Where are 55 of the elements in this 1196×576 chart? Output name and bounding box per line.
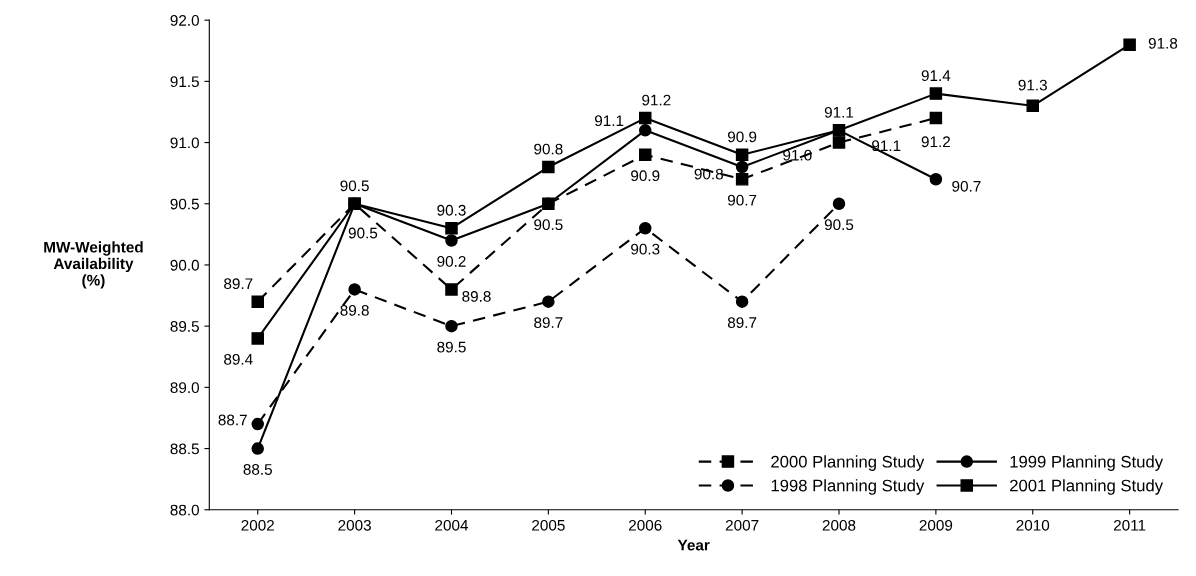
legend-label: 2000 Planning Study: [771, 455, 925, 471]
data-label: 88.5: [243, 464, 272, 475]
data-label: 89.7: [534, 317, 563, 328]
y-tick-label: 91.0: [170, 137, 199, 149]
y-tick-label: 90.0: [170, 259, 199, 271]
data-label: 90.5: [348, 227, 378, 239]
data-label: 90.2: [437, 255, 466, 267]
data-label: 91.3: [1018, 79, 1047, 91]
y-axis-title: MW-Weighted Availability (%): [44, 241, 143, 289]
x-tick-label: 2010: [1016, 519, 1050, 531]
y-tick-label: 89.5: [170, 321, 199, 332]
data-label: 91.2: [642, 94, 671, 106]
y-tick-label: 89.0: [170, 382, 199, 394]
x-tick-label: 2006: [629, 519, 662, 531]
x-tick-label: 2004: [435, 519, 469, 531]
data-label: 90.3: [631, 243, 660, 255]
data-label: 90.5: [340, 180, 369, 192]
legend-label: 1999 Planning Study: [1010, 455, 1164, 471]
data-label: 90.7: [727, 194, 757, 206]
legend-label: 2001 Planning Study: [1010, 479, 1164, 495]
data-label: 90.8: [534, 143, 563, 155]
data-label: 90.3: [437, 204, 466, 216]
data-label: 89.4: [224, 353, 253, 365]
data-label: 90.9: [631, 170, 660, 182]
data-label: 91.1: [594, 115, 624, 127]
data-label: 90.5: [534, 219, 563, 231]
x-tick-label: 2002: [241, 519, 274, 531]
y-tick-label: 88.5: [170, 443, 199, 455]
data-label: 89.5: [437, 341, 466, 353]
y-tick-label: 88.0: [170, 504, 199, 516]
data-label: 90.7: [952, 180, 981, 192]
x-tick-label: 2009: [919, 519, 953, 531]
y-tick-label: 92.0: [170, 15, 199, 26]
y-tick-label: 91.5: [170, 76, 199, 88]
x-tick-label: 2003: [338, 519, 371, 531]
data-label: 90.9: [727, 131, 757, 143]
data-label: 91.8: [1148, 37, 1178, 49]
x-axis-title: Year: [677, 539, 710, 551]
x-tick-label: 2008: [822, 519, 856, 531]
data-label: 91.1: [824, 106, 854, 118]
data-label: 91.4: [921, 70, 951, 82]
legend-label: 1998 Planning Study: [771, 479, 925, 495]
data-label: 91.1: [872, 140, 901, 152]
data-label: 91.2: [921, 136, 950, 148]
data-label: 89.7: [224, 278, 253, 290]
data-label: 88.7: [218, 414, 247, 426]
data-label: 89.7: [727, 317, 757, 328]
x-tick-label: 2005: [532, 519, 565, 531]
data-label: 90.5: [824, 219, 854, 231]
data-label: 89.8: [462, 291, 491, 302]
x-tick-label: 2007: [725, 519, 759, 531]
x-tick-label: 2011: [1113, 519, 1146, 531]
data-label: 90.8: [694, 168, 723, 180]
data-label: 89.8: [340, 304, 369, 316]
y-tick-label: 90.5: [170, 198, 199, 210]
